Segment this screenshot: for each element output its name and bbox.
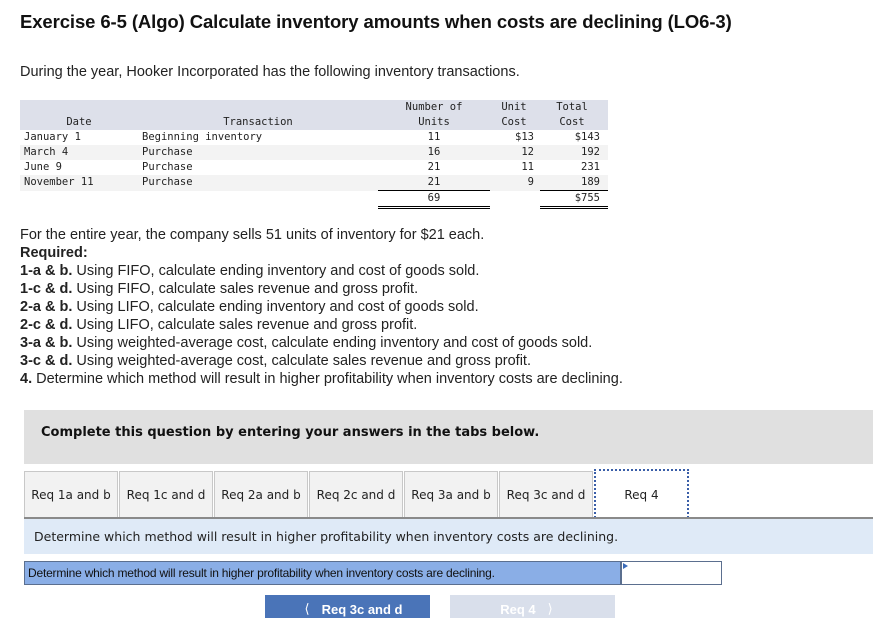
requirement-item: 4. Determine which method will result in…: [20, 371, 623, 387]
chevron-right-icon: ⟩: [547, 601, 553, 616]
page-title: Exercise 6-5 (Algo) Calculate inventory …: [20, 11, 732, 32]
total-cost: $755: [540, 190, 608, 209]
table-row: June 9 Purchase 21 11 231: [20, 160, 608, 175]
header-date: Date: [20, 100, 138, 130]
table-row: January 1 Beginning inventory 11 $13 $14…: [20, 130, 608, 145]
cell-total-cost: $143: [540, 130, 608, 145]
tab-instruction: Determine which method will result in hi…: [24, 519, 873, 554]
next-req-label: Req 4: [500, 602, 536, 617]
cell-empty: [20, 190, 138, 208]
cell-transaction: Beginning inventory: [138, 130, 378, 145]
next-req-button: Req 4 ⟩: [450, 595, 615, 618]
cell-empty: [138, 190, 378, 208]
header-units: Number of Units: [378, 100, 490, 130]
cell-total-cost: 192: [540, 145, 608, 160]
cell-units: 21: [378, 175, 490, 191]
table-header-row: Date Transaction Number of Units Unit Cost…: [20, 100, 608, 130]
total-units: 69: [378, 190, 490, 209]
tab-req-1a-and-b[interactable]: Req 1a and b: [24, 471, 118, 518]
requirement-item: 2-a & b. Using LIFO, calculate ending in…: [20, 299, 479, 315]
cell-unit-cost: 9: [490, 175, 540, 191]
requirement-item: 3-c & d. Using weighted-average cost, ca…: [20, 353, 531, 369]
cell-transaction: Purchase: [138, 145, 378, 160]
requirement-item: 1-a & b. Using FIFO, calculate ending in…: [20, 263, 480, 279]
prev-req-button[interactable]: ⟨ Req 3c and d: [265, 595, 430, 618]
instructions-banner: Complete this question by entering your …: [24, 410, 873, 464]
tab-req-1c-and-d[interactable]: Req 1c and d: [119, 471, 213, 518]
required-heading: Required:: [20, 245, 88, 261]
header-total-cost: Total Cost: [540, 100, 608, 130]
cell-date: November 11: [20, 175, 138, 191]
cell-date: January 1: [20, 130, 138, 145]
cell-total-cost: 231: [540, 160, 608, 175]
cell-units: 16: [378, 145, 490, 160]
requirements-section: For the entire year, the company sells 5…: [20, 226, 623, 388]
table-row: March 4 Purchase 16 12 192: [20, 145, 608, 160]
cell-units: 21: [378, 160, 490, 175]
requirement-item: 1-c & d. Using FIFO, calculate sales rev…: [20, 281, 419, 297]
tab-req-3c-and-d[interactable]: Req 3c and d: [499, 471, 593, 518]
cell-transaction: Purchase: [138, 160, 378, 175]
answer-dropdown[interactable]: [622, 562, 721, 584]
intro-text: During the year, Hooker Incorporated has…: [20, 64, 520, 80]
cell-total-cost: 189: [540, 175, 608, 191]
cell-unit-cost: 12: [490, 145, 540, 160]
header-unit-cost: Unit Cost: [490, 100, 540, 130]
cell-units: 11: [378, 130, 490, 145]
tab-divider: [24, 517, 873, 519]
chevron-left-icon: ⟨: [304, 601, 310, 616]
sales-text: For the entire year, the company sells 5…: [20, 227, 485, 243]
tab-req-3a-and-b[interactable]: Req 3a and b: [404, 471, 498, 518]
table-total-row: 69 $755: [20, 190, 608, 209]
tab-req-4[interactable]: Req 4: [594, 469, 689, 518]
cell-empty: [490, 190, 540, 208]
answer-row: Determine which method will result in hi…: [24, 561, 722, 585]
cell-unit-cost: 11: [490, 160, 540, 175]
requirement-tabs: Req 1a and b Req 1c and d Req 2a and b R…: [24, 469, 690, 518]
cell-unit-cost: $13: [490, 130, 540, 145]
requirement-item: 2-c & d. Using LIFO, calculate sales rev…: [20, 317, 418, 333]
cell-date: March 4: [20, 145, 138, 160]
table-row: November 11 Purchase 21 9 189: [20, 175, 608, 191]
header-transaction: Transaction: [138, 100, 378, 130]
requirement-item: 3-a & b. Using weighted-average cost, ca…: [20, 335, 593, 351]
banner-text: Complete this question by entering your …: [41, 425, 540, 440]
cell-date: June 9: [20, 160, 138, 175]
inventory-table: Date Transaction Number of Units Unit Cost…: [20, 100, 608, 209]
tab-req-2c-and-d[interactable]: Req 2c and d: [309, 471, 403, 518]
prev-req-label: Req 3c and d: [321, 602, 403, 617]
tab-req-2a-and-b[interactable]: Req 2a and b: [214, 471, 308, 518]
answer-label: Determine which method will result in hi…: [25, 562, 622, 584]
instruction-text: Determine which method will result in hi…: [34, 529, 619, 544]
cell-transaction: Purchase: [138, 175, 378, 191]
